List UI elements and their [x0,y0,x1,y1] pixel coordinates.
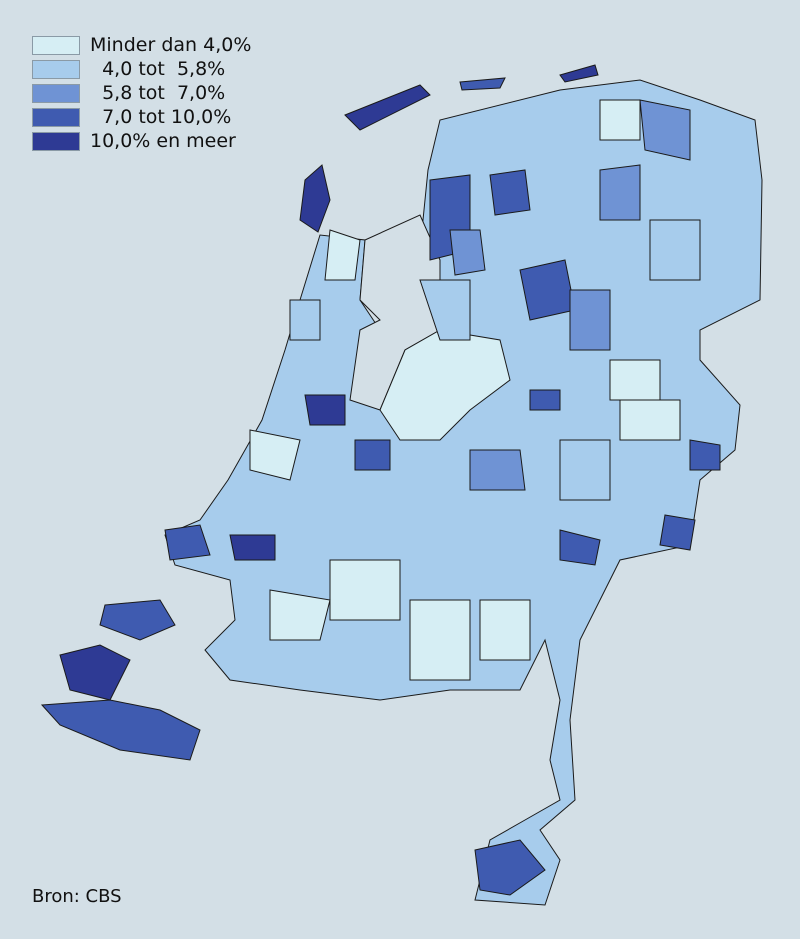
municipality [324,229,361,281]
municipality [289,299,321,341]
municipality [354,439,391,471]
municipality [659,514,696,551]
region-flevoland [379,329,511,441]
region-zeeuws-vlaanderen [40,699,201,761]
municipality [304,394,346,426]
municipality [409,599,471,681]
legend-swatch [32,35,80,55]
municipality [449,229,486,276]
municipality [569,289,611,351]
legend-swatch [32,107,80,127]
legend-item: 7,0 tot 10,0% [32,105,251,129]
legend-label: 4,0 tot 5,8% [90,58,226,80]
municipality [599,99,641,141]
island-texel [299,164,331,233]
legend-swatch [32,131,80,151]
legend-item: 10,0% en meer [32,129,251,153]
region-schouwen [99,599,176,641]
legend-item: 5,8 tot 7,0% [32,81,251,105]
municipality [329,559,401,621]
municipality [419,279,471,341]
legend-swatch [32,83,80,103]
municipality [609,359,661,401]
municipality [559,439,611,501]
municipality [249,429,301,481]
legend-item: 4,0 tot 5,8% [32,57,251,81]
municipality [474,839,546,896]
municipality [479,599,531,661]
legend-swatch [32,59,80,79]
municipality [229,534,276,561]
municipality [489,169,531,216]
mainland [164,79,763,906]
legend-label: 10,0% en meer [90,130,236,152]
municipality [639,99,691,161]
island-schiermonnikoog [559,64,599,83]
legend-label: Minder dan 4,0% [90,34,252,56]
municipality [269,589,331,641]
legend-label: 5,8 tot 7,0% [90,82,226,104]
municipality [469,449,526,491]
legend: Minder dan 4,0% 4,0 tot 5,8% 5,8 tot 7,0… [32,33,251,153]
municipality [529,389,561,411]
source-note: Bron: CBS [32,886,122,907]
island-vlieland-terschelling [344,84,431,131]
municipality [689,439,721,471]
municipality [619,399,681,441]
municipality [649,219,701,281]
legend-item: Minder dan 4,0% [32,33,251,57]
island-ameland [459,77,506,91]
municipality [519,259,576,321]
municipality [599,164,641,221]
municipality [559,529,601,566]
legend-label: 7,0 tot 10,0% [90,106,232,128]
municipality [164,524,211,561]
region-walcheren [59,644,131,701]
